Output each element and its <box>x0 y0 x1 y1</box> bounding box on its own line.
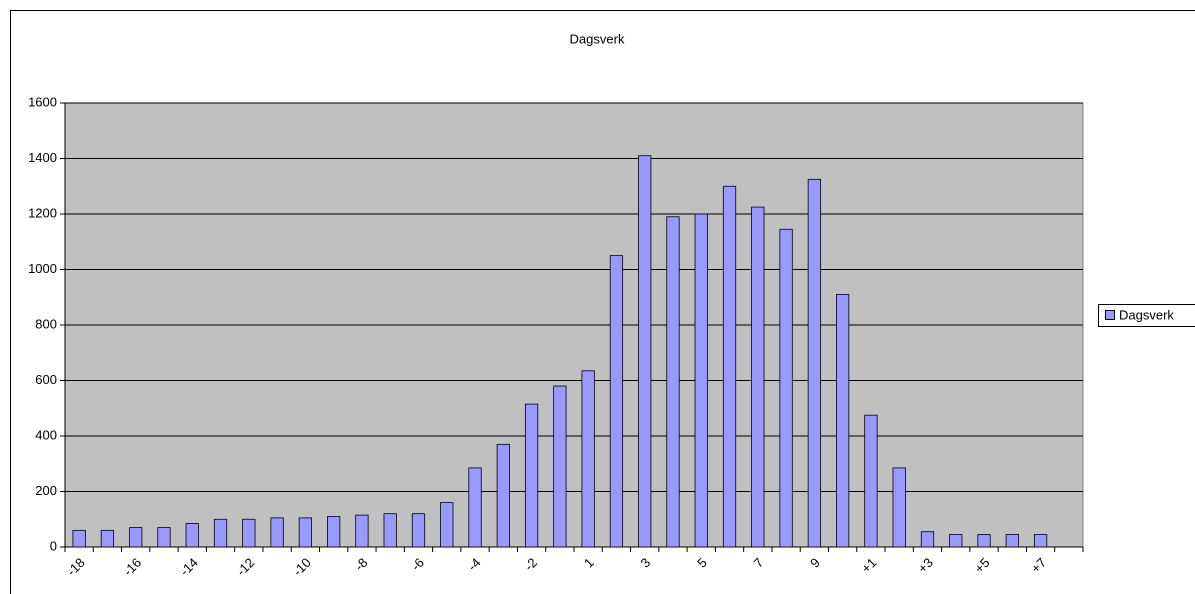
legend-label: Dagsverk <box>1119 307 1174 322</box>
bar <box>920 531 935 548</box>
bar <box>581 370 595 548</box>
bar <box>949 534 963 548</box>
bar <box>440 502 454 548</box>
bar <box>892 467 906 548</box>
bar <box>411 513 426 548</box>
chart-title: Dagsverk <box>570 31 625 46</box>
bar <box>157 527 171 548</box>
bar <box>553 385 567 548</box>
bar <box>100 529 115 548</box>
legend-box <box>1098 304 1195 327</box>
bar <box>1005 534 1019 548</box>
y-tick-label: 600 <box>35 372 57 387</box>
bar <box>185 523 199 548</box>
y-tick-label: 0 <box>50 538 57 553</box>
bar <box>129 527 143 548</box>
bar <box>496 443 510 548</box>
bar <box>524 403 539 548</box>
bar <box>666 216 680 548</box>
bar <box>355 514 369 548</box>
bar <box>751 206 765 548</box>
bar <box>1033 534 1048 548</box>
bar <box>864 414 878 548</box>
y-tick-label: 1200 <box>28 205 57 220</box>
y-tick-label: 1600 <box>28 94 57 109</box>
bar <box>694 213 708 548</box>
bar <box>327 516 341 548</box>
y-tick-label: 200 <box>35 483 57 498</box>
bar <box>807 178 821 548</box>
bar <box>722 185 737 548</box>
y-tick-label: 400 <box>35 427 57 442</box>
bar <box>779 228 793 548</box>
bar <box>270 517 284 548</box>
bar <box>213 518 228 548</box>
y-tick-label: 800 <box>35 316 57 331</box>
bar <box>383 513 397 548</box>
y-tick-label: 1400 <box>28 150 57 165</box>
bar <box>242 518 256 548</box>
bar <box>977 534 991 548</box>
legend-swatch <box>1105 310 1115 320</box>
bar <box>609 255 624 548</box>
bar <box>836 294 850 548</box>
bar <box>638 155 652 548</box>
bar <box>298 517 312 548</box>
y-tick-label: 1000 <box>28 261 57 276</box>
bar <box>72 529 86 548</box>
bar <box>468 467 482 548</box>
